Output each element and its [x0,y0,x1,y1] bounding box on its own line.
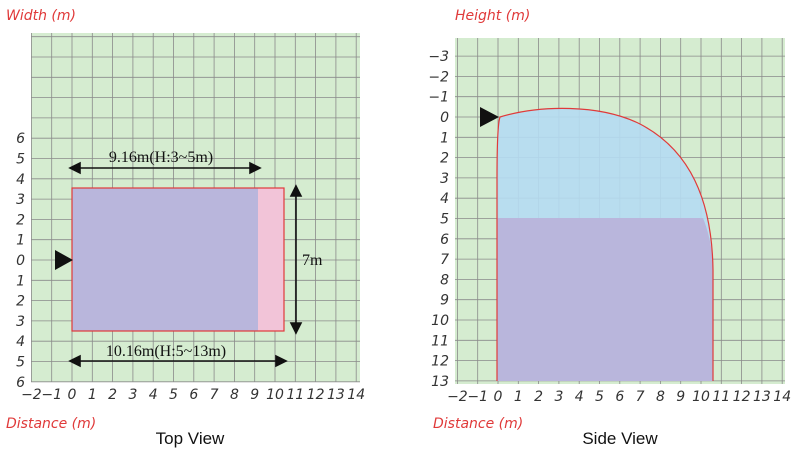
y-tick-label: −3 [428,49,449,65]
caption: Top View [156,429,225,448]
x-tick-label: 9 [676,389,685,405]
y-tick-label: 4 [16,172,25,188]
y-tick-label: 5 [16,355,25,371]
y-tick-label: 6 [16,375,25,391]
y-tick-label: 3 [440,171,449,187]
x-tick-label: 4 [575,389,584,405]
x-tick-label: 9 [250,387,259,403]
y-axis-label: Width (m) [6,8,76,24]
x-tick-label: 0 [68,387,77,403]
x-tick-label: 11 [712,389,730,405]
y-tick-label: 4 [16,334,25,350]
y-tick-label: 6 [440,232,449,248]
upper-range-label: 9.16m(H:3~5m) [109,149,213,166]
y-tick-label: 7 [440,252,449,268]
y-axis-label: Height (m) [455,8,530,24]
ticks: −2 −1 0 1 2 3 4 5 6 7 8 9 10 11 12 13 14−3−2−10123456789… [428,49,791,405]
x-axis-label: Distance (m) [6,416,96,432]
x-tick-label: 12 [307,387,325,403]
x-tick-label: 14 [773,389,791,405]
y-tick-label: 1 [16,273,25,289]
x-tick-label: 5 [595,389,604,405]
y-tick-label: 1 [440,130,449,146]
x-tick-label: −2 [447,389,468,405]
coverage-lower [497,218,713,381]
x-tick-label: 11 [286,387,304,403]
x-tick-label: 13 [327,387,345,403]
x-tick-label: 1 [88,387,97,403]
y-tick-label: 1 [16,233,25,249]
y-tick-label: 4 [440,191,449,207]
x-tick-label: 13 [753,389,771,405]
lower-range-label: 10.16m(H:5~13m) [106,343,226,360]
x-tick-label: 12 [733,389,751,405]
x-tick-label: −1 [41,387,62,403]
y-tick-label: 10 [431,313,449,329]
x-tick-label: 0 [494,389,503,405]
x-tick-label: 8 [230,387,239,403]
x-tick-label: 8 [656,389,665,405]
x-tick-label: 10 [692,389,710,405]
x-axis-label: Distance (m) [433,416,523,432]
x-tick-label: 14 [347,387,365,403]
dimension-arrows [68,161,303,368]
x-tick-label: 4 [149,387,158,403]
coverage-far [258,188,284,331]
sensor-marker [55,250,73,270]
coverage-near [72,188,258,331]
y-tick-label: 3 [16,192,25,208]
x-tick-label: 7 [636,389,645,405]
sensor-marker [480,107,499,127]
coverage-outline [496,107,714,381]
x-tick-label: 6 [189,387,198,403]
y-tick-label: 13 [431,374,449,390]
y-tick-label: 8 [440,272,449,288]
y-tick-label: 3 [16,314,25,330]
y-tick-label: 6 [16,131,25,147]
y-tick-label: 2 [16,212,25,228]
y-tick-label: −1 [428,90,449,106]
y-tick-label: 2 [16,294,25,310]
top-view: 9.16m(H:3~5m) 10.16m(H:5~13m) 7m −2 −1 0 1 2… [6,8,365,448]
y-tick-label: 5 [16,152,25,168]
y-tick-label: 11 [431,333,449,349]
caption: Side View [582,429,658,448]
y-tick-label: 5 [440,212,449,228]
x-tick-label: 3 [128,387,137,403]
x-tick-label: 6 [615,389,624,405]
y-tick-label: 9 [440,293,449,309]
y-tick-label: 2 [440,151,449,167]
y-tick-label: −2 [428,69,449,85]
y-tick-label: 12 [431,354,449,370]
x-tick-label: 2 [534,389,543,405]
x-tick-label: 10 [266,387,284,403]
width-label: 7m [302,252,323,269]
x-tick-label: −1 [467,389,488,405]
x-tick-label: 1 [514,389,523,405]
y-tick-label: 0 [440,110,449,126]
x-tick-label: 5 [169,387,178,403]
y-tick-label: 0 [16,253,25,269]
side-view: −2 −1 0 1 2 3 4 5 6 7 8 9 10 11 12 13 14−3−2−10123456789… [428,8,791,448]
x-tick-label: −2 [21,387,42,403]
x-tick-label: 3 [554,389,563,405]
x-tick-label: 2 [108,387,117,403]
x-tick-label: 7 [210,387,219,403]
